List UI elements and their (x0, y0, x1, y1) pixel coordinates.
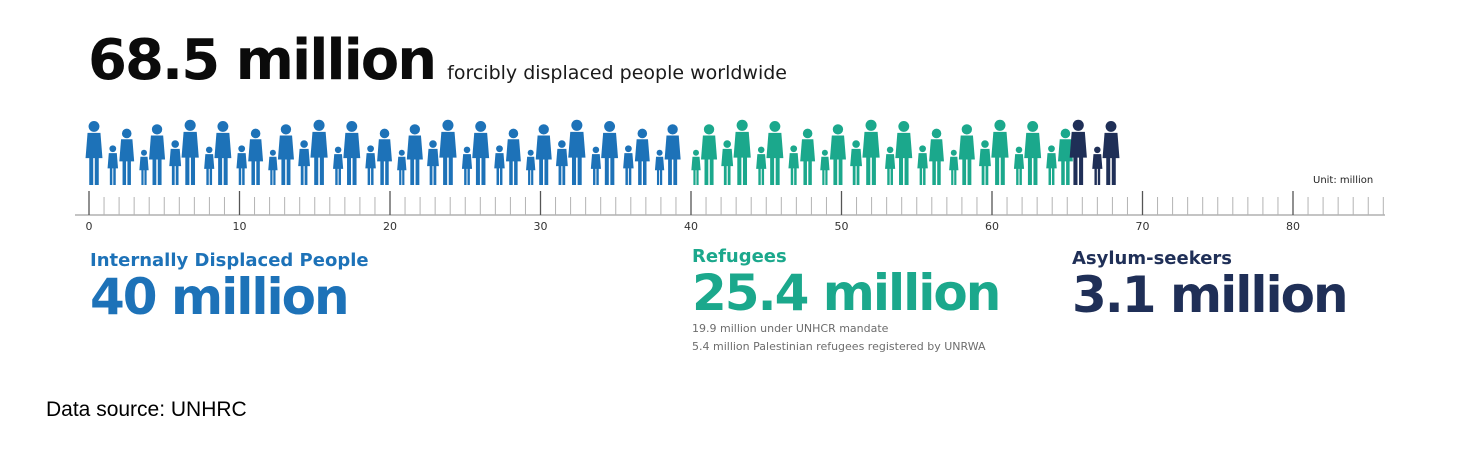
segment-idp (85, 119, 681, 185)
x-tick-label: 30 (534, 220, 548, 233)
x-tick-label: 50 (835, 220, 849, 233)
unit-label: Unit: million (1313, 175, 1374, 186)
asylum-value: 3.1 million (1072, 266, 1349, 324)
idp-label: Internally Displaced People (90, 250, 369, 271)
headline: 68.5 million forcibly displaced people w… (88, 28, 787, 93)
x-tick-label: 80 (1286, 220, 1300, 233)
x-tick-label: 20 (383, 220, 397, 233)
segment-asylum (1069, 119, 1120, 185)
x-tick-label: 70 (1136, 220, 1150, 233)
category-asylum: Asylum-seekers 3.1 million (1072, 248, 1349, 324)
category-refugees: Refugees 25.4 million 19.9 million under… (692, 246, 1001, 356)
refugees-label: Refugees (692, 246, 787, 267)
refugees-value: 25.4 million (692, 264, 1001, 322)
x-tick-label: 0 (86, 220, 93, 233)
category-idp: Internally Displaced People 40 million (90, 250, 369, 324)
refugees-note-unrwa: 5.4 million Palestinian refugees registe… (692, 339, 986, 353)
idp-value: 40 million (90, 268, 350, 326)
headline-subtitle: forcibly displaced people worldwide (447, 62, 787, 84)
x-tick-label: 40 (684, 220, 698, 233)
refugees-note-unhcr: 19.9 million under UNHCR mandate (692, 321, 889, 335)
x-tick-label: 60 (985, 220, 999, 233)
total-displaced-value: 68.5 million (88, 28, 437, 93)
data-source: Data source: UNHRC (46, 398, 247, 421)
segment-refugees (691, 119, 1073, 185)
x-tick-label: 10 (233, 220, 247, 233)
people-silhouettes (85, 119, 1120, 185)
asylum-label: Asylum-seekers (1072, 248, 1233, 269)
scale-axis: 0 10 20 30 40 50 60 70 80 (75, 191, 1385, 233)
